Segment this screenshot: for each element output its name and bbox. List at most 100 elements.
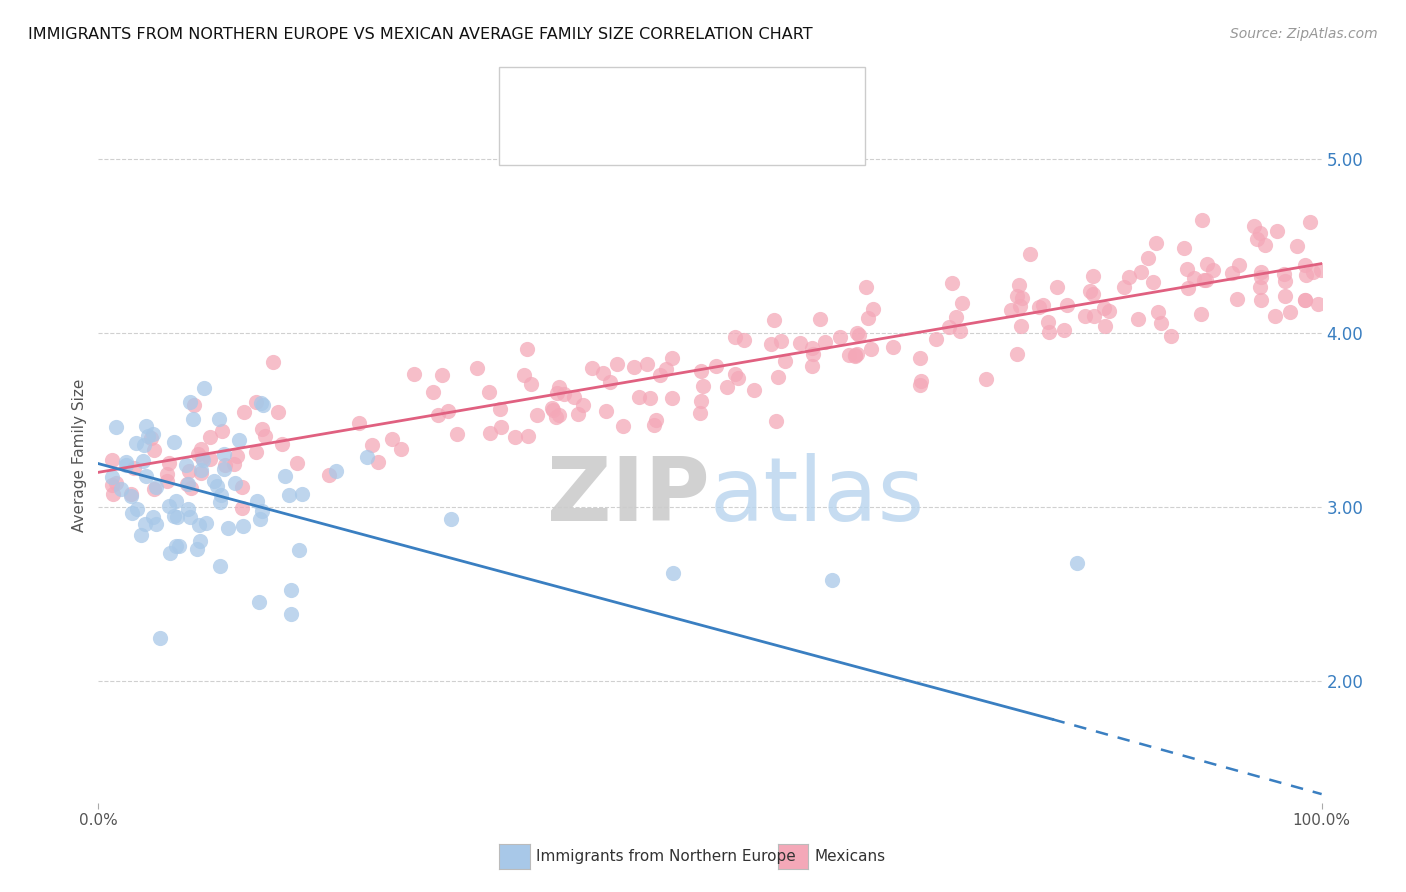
Point: [882, 341, 904, 355]
Point: [846, 326, 869, 340]
Point: [1081, 268, 1104, 283]
Point: [202, 474, 225, 488]
Point: [1092, 301, 1115, 315]
Point: [661, 351, 683, 365]
Point: [759, 336, 782, 351]
Point: [285, 456, 308, 470]
Point: [271, 437, 294, 451]
Point: [226, 449, 249, 463]
Text: IMMIGRANTS FROM NORTHERN EUROPE VS MEXICAN AVERAGE FAMILY SIZE CORRELATION CHART: IMMIGRANTS FROM NORTHERN EUROPE VS MEXIC…: [28, 27, 813, 42]
Point: [648, 368, 671, 383]
Point: [828, 330, 851, 344]
Point: [245, 445, 267, 459]
Point: [212, 447, 235, 461]
Point: [1197, 257, 1219, 271]
Point: [145, 479, 167, 493]
Point: [636, 357, 658, 371]
Point: [862, 301, 884, 316]
Point: [1118, 269, 1140, 284]
Point: [1000, 303, 1022, 318]
Point: [212, 462, 235, 476]
Point: [742, 383, 765, 397]
Point: [716, 380, 738, 394]
Point: [1250, 293, 1272, 307]
Point: [134, 438, 156, 452]
Point: [252, 504, 274, 518]
Point: [114, 455, 136, 469]
Point: [214, 458, 236, 472]
Point: [925, 332, 948, 346]
Point: [186, 541, 208, 556]
Point: [191, 452, 214, 467]
Point: [1011, 291, 1033, 305]
Point: [846, 347, 869, 361]
Point: [1295, 268, 1317, 282]
Point: [1078, 284, 1101, 298]
Point: [821, 573, 844, 587]
Point: [1202, 262, 1225, 277]
Point: [1249, 280, 1271, 294]
Point: [638, 391, 661, 405]
Point: [801, 341, 824, 355]
Point: [808, 311, 831, 326]
Point: [361, 438, 384, 452]
Point: [177, 502, 200, 516]
Point: [367, 455, 389, 469]
Text: ZIP: ZIP: [547, 453, 710, 541]
Point: [643, 417, 665, 432]
Point: [1098, 304, 1121, 318]
Point: [689, 406, 711, 420]
Point: [690, 394, 713, 409]
Point: [567, 407, 589, 421]
Point: [519, 376, 541, 391]
Point: [599, 376, 621, 390]
Point: [174, 458, 197, 472]
Point: [250, 396, 273, 410]
Point: [1094, 319, 1116, 334]
Point: [145, 517, 167, 532]
Point: [187, 447, 209, 461]
Point: [503, 430, 526, 444]
Point: [1028, 300, 1050, 314]
Point: [232, 405, 254, 419]
Point: [1005, 288, 1028, 302]
Point: [224, 457, 246, 471]
Point: [762, 312, 785, 326]
Text: Immigrants from Northern Europe: Immigrants from Northern Europe: [536, 849, 796, 863]
Point: [120, 490, 142, 504]
Point: [446, 426, 468, 441]
Point: [232, 519, 254, 533]
Point: [1036, 315, 1059, 329]
Point: [1010, 318, 1032, 333]
Point: [860, 342, 883, 356]
Point: [1220, 266, 1243, 280]
Point: [908, 378, 931, 392]
Point: [1249, 226, 1271, 240]
Point: [404, 368, 426, 382]
Point: [1081, 287, 1104, 301]
Point: [325, 464, 347, 478]
Point: [167, 539, 190, 553]
Point: [381, 432, 404, 446]
Point: [1032, 298, 1054, 312]
Point: [288, 543, 311, 558]
Point: [430, 368, 453, 382]
Point: [101, 470, 124, 484]
Point: [1066, 556, 1088, 570]
Point: [246, 494, 269, 508]
Point: [543, 403, 565, 417]
Point: [180, 481, 202, 495]
Point: [516, 343, 538, 357]
Point: [1126, 312, 1149, 326]
Point: [157, 500, 180, 514]
Point: [945, 310, 967, 325]
Point: [489, 401, 512, 416]
Point: [209, 487, 232, 501]
Point: [1129, 265, 1152, 279]
Point: [553, 387, 575, 401]
Point: [540, 401, 562, 415]
Point: [209, 559, 232, 574]
Point: [941, 276, 963, 290]
Point: [136, 428, 159, 442]
Point: [208, 495, 231, 509]
